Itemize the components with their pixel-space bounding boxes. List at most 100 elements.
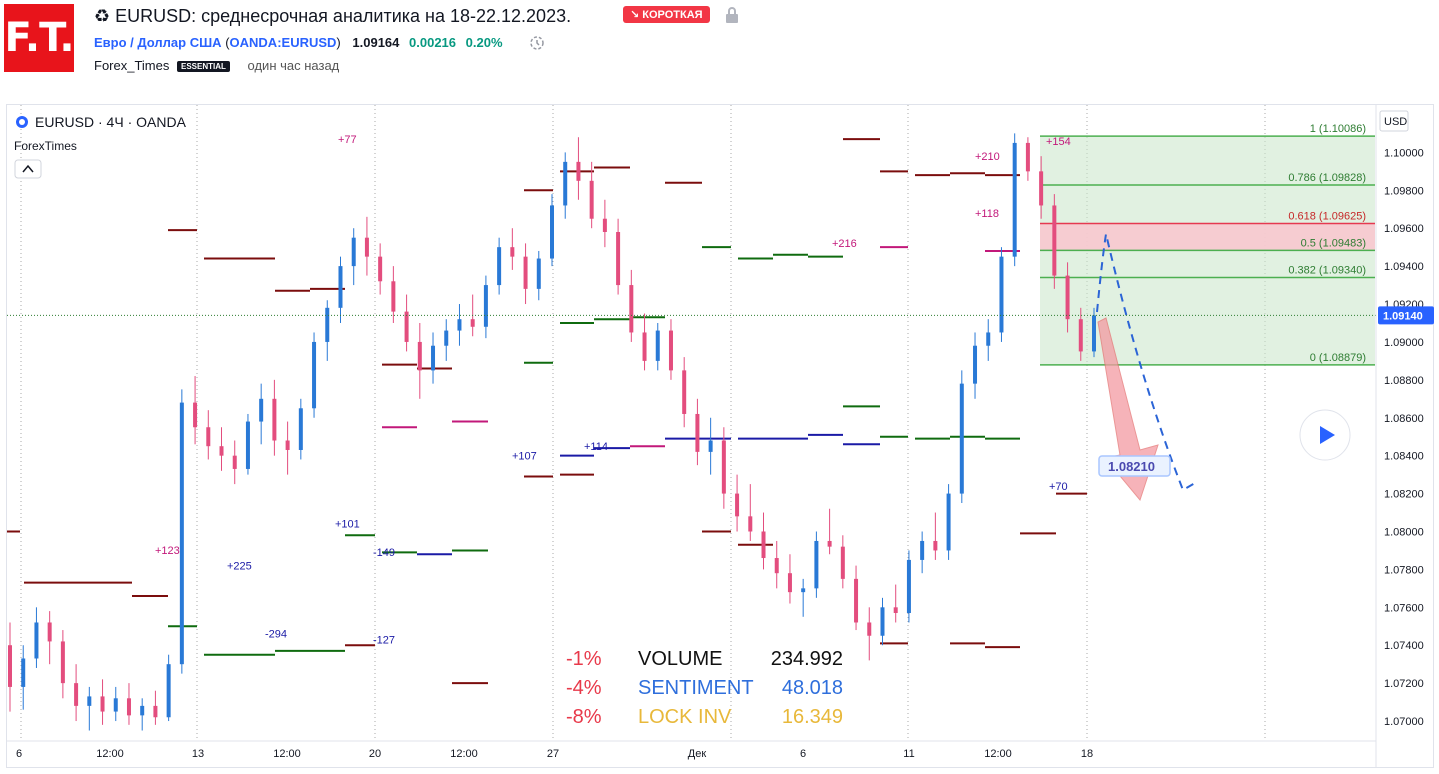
stat-value: 16.349 (782, 706, 843, 728)
indicator-legend: ForexTimes (14, 139, 77, 153)
candle-body (629, 285, 634, 333)
candle-body (470, 319, 475, 327)
candle-body (801, 588, 806, 593)
candle-body (113, 698, 118, 712)
price-tick-label: 1.09800 (1384, 185, 1424, 197)
level-label: +225 (227, 560, 252, 572)
candle-body (682, 370, 687, 414)
time-tick-label: 12:00 (273, 748, 301, 760)
level-label: +114 (584, 441, 608, 453)
price-tick-label: 1.08000 (1384, 526, 1424, 538)
fib-level-label: 0.786 (1.09828) (1288, 172, 1366, 184)
price-change: 0.00216 (409, 35, 457, 50)
stat-name: VOLUME (638, 648, 722, 670)
time-tick-label: 12:00 (450, 748, 478, 760)
time-tick-label: 27 (547, 748, 559, 760)
candle-body (1052, 205, 1057, 276)
level-label: -149 (373, 547, 395, 559)
candle-body (497, 247, 502, 286)
price-tick-label: 1.08400 (1384, 451, 1424, 463)
candle-body (708, 440, 713, 452)
candle-body (259, 398, 264, 422)
candle-body (179, 402, 184, 665)
candle-body (920, 540, 925, 560)
fib-level-label: 0.382 (1.09340) (1288, 264, 1366, 276)
price-tick-label: 1.07600 (1384, 602, 1424, 614)
time-tick-label: 11 (903, 748, 914, 760)
level-label: +101 (335, 519, 360, 531)
currency-box (1379, 110, 1409, 132)
candle-body (404, 311, 409, 342)
level-label: +210 (975, 151, 1000, 163)
candle-body (378, 256, 383, 282)
author-name[interactable]: Forex_Times (94, 58, 170, 73)
symbol-name-link[interactable]: Евро / Доллар США (94, 35, 222, 50)
candle-body (34, 622, 39, 659)
candle-body (245, 421, 250, 469)
fib-level-label: 0.618 (1.09625) (1288, 210, 1366, 222)
candle-body (748, 516, 753, 532)
candle-body (219, 446, 224, 456)
candle-body (1092, 315, 1096, 352)
candle-body (814, 540, 819, 589)
candle-body (87, 696, 92, 706)
candle-body (47, 622, 52, 642)
essential-badge: ESSENTIAL (177, 61, 230, 73)
candle-body (774, 558, 779, 574)
candle-body (325, 307, 330, 342)
price-tick-label: 1.08200 (1384, 489, 1424, 501)
candle-body (364, 237, 369, 257)
alarm-clock-icon[interactable] (528, 33, 546, 51)
candle-body (655, 330, 660, 361)
candle-body (417, 341, 422, 371)
candle-body (153, 705, 158, 718)
price-tick-label: 1.07800 (1384, 564, 1424, 576)
candle-body (854, 578, 859, 623)
candle-body (735, 493, 740, 517)
time-tick-label: 6 (800, 748, 806, 760)
candle-body (523, 256, 528, 289)
level-label: +216 (832, 238, 857, 250)
currency-label: USD (1384, 116, 1407, 128)
symbol-code-link[interactable]: OANDA:EURUSD (229, 35, 337, 50)
candle-body (642, 332, 647, 361)
candle-body (444, 330, 449, 346)
candle-body (973, 345, 978, 384)
candle-body (787, 573, 792, 593)
level-label: +118 (975, 208, 999, 220)
stat-value: 48.018 (782, 677, 843, 699)
price-tick-label: 1.09400 (1384, 261, 1424, 273)
candle-body (616, 232, 621, 286)
candle-body (431, 345, 436, 371)
candle-body (563, 161, 568, 206)
candle-body (827, 540, 832, 547)
forecast-path-line (1096, 233, 1196, 492)
level-label: +154 (1046, 136, 1071, 148)
candle-body (1039, 171, 1044, 206)
time-tick-label: Дек (688, 748, 707, 760)
candle-body (761, 531, 766, 559)
chart-frame (6, 104, 1434, 768)
candle-body (1025, 142, 1030, 172)
symbol-line: Евро / Доллар США (OANDA:EURUSD) 1.09164… (94, 35, 503, 50)
idea-title: ♻ EURUSD: среднесрочная аналитика на 18-… (94, 6, 572, 26)
forex-times-logo[interactable]: F.T. (4, 4, 75, 72)
candle-body (391, 281, 396, 312)
candle-body (1012, 142, 1017, 257)
flag-icon-center (19, 119, 25, 125)
candle-body (483, 285, 488, 327)
price-tick-label: 1.07400 (1384, 640, 1424, 652)
published-time: один час назад (247, 58, 340, 73)
candle-body (695, 413, 700, 452)
candle-body (576, 161, 581, 181)
chevron-up-icon (22, 164, 34, 173)
time-tick-label: 12:00 (984, 748, 1012, 760)
price-tick-label: 1.07000 (1384, 716, 1424, 728)
candle-body (166, 664, 171, 718)
candle-body (668, 330, 673, 371)
legend-collapse-button[interactable] (14, 159, 42, 179)
time-tick-label: 12:00 (96, 748, 124, 760)
price-tick-label: 1.08800 (1384, 375, 1424, 387)
candle-body (959, 383, 964, 494)
